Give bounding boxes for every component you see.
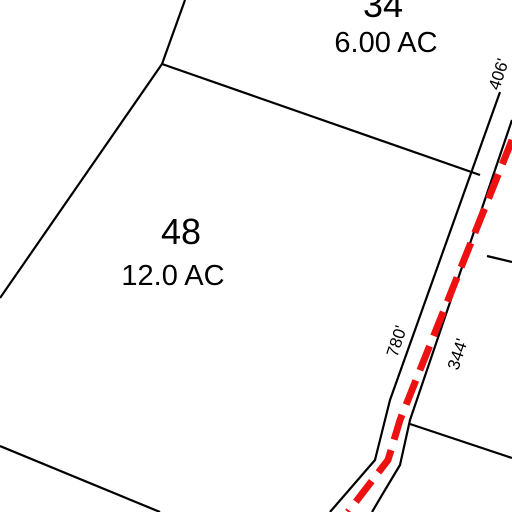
lot-34-west-boundary (160, 0, 187, 65)
lot-48-south-boundary (0, 444, 161, 512)
lot-34-number: 34 (363, 0, 403, 25)
east-parcel-line-lower (409, 422, 512, 460)
lot-48-north-boundary (161, 62, 481, 177)
lot-48-number: 48 (161, 211, 201, 252)
dimension-406-label: 406' (485, 56, 512, 92)
road-right-of-way (329, 91, 512, 512)
east-parcel-line-upper (486, 254, 512, 264)
lot-34-area: 6.00 AC (334, 27, 437, 59)
lot-48-west-boundary (0, 63, 163, 299)
dimension-344-label: 344' (444, 336, 472, 372)
road-east-edge (371, 119, 512, 512)
lot-48-area: 12.0 AC (121, 260, 224, 292)
road-west-edge (329, 91, 502, 512)
route-highlight-line (345, 138, 512, 512)
